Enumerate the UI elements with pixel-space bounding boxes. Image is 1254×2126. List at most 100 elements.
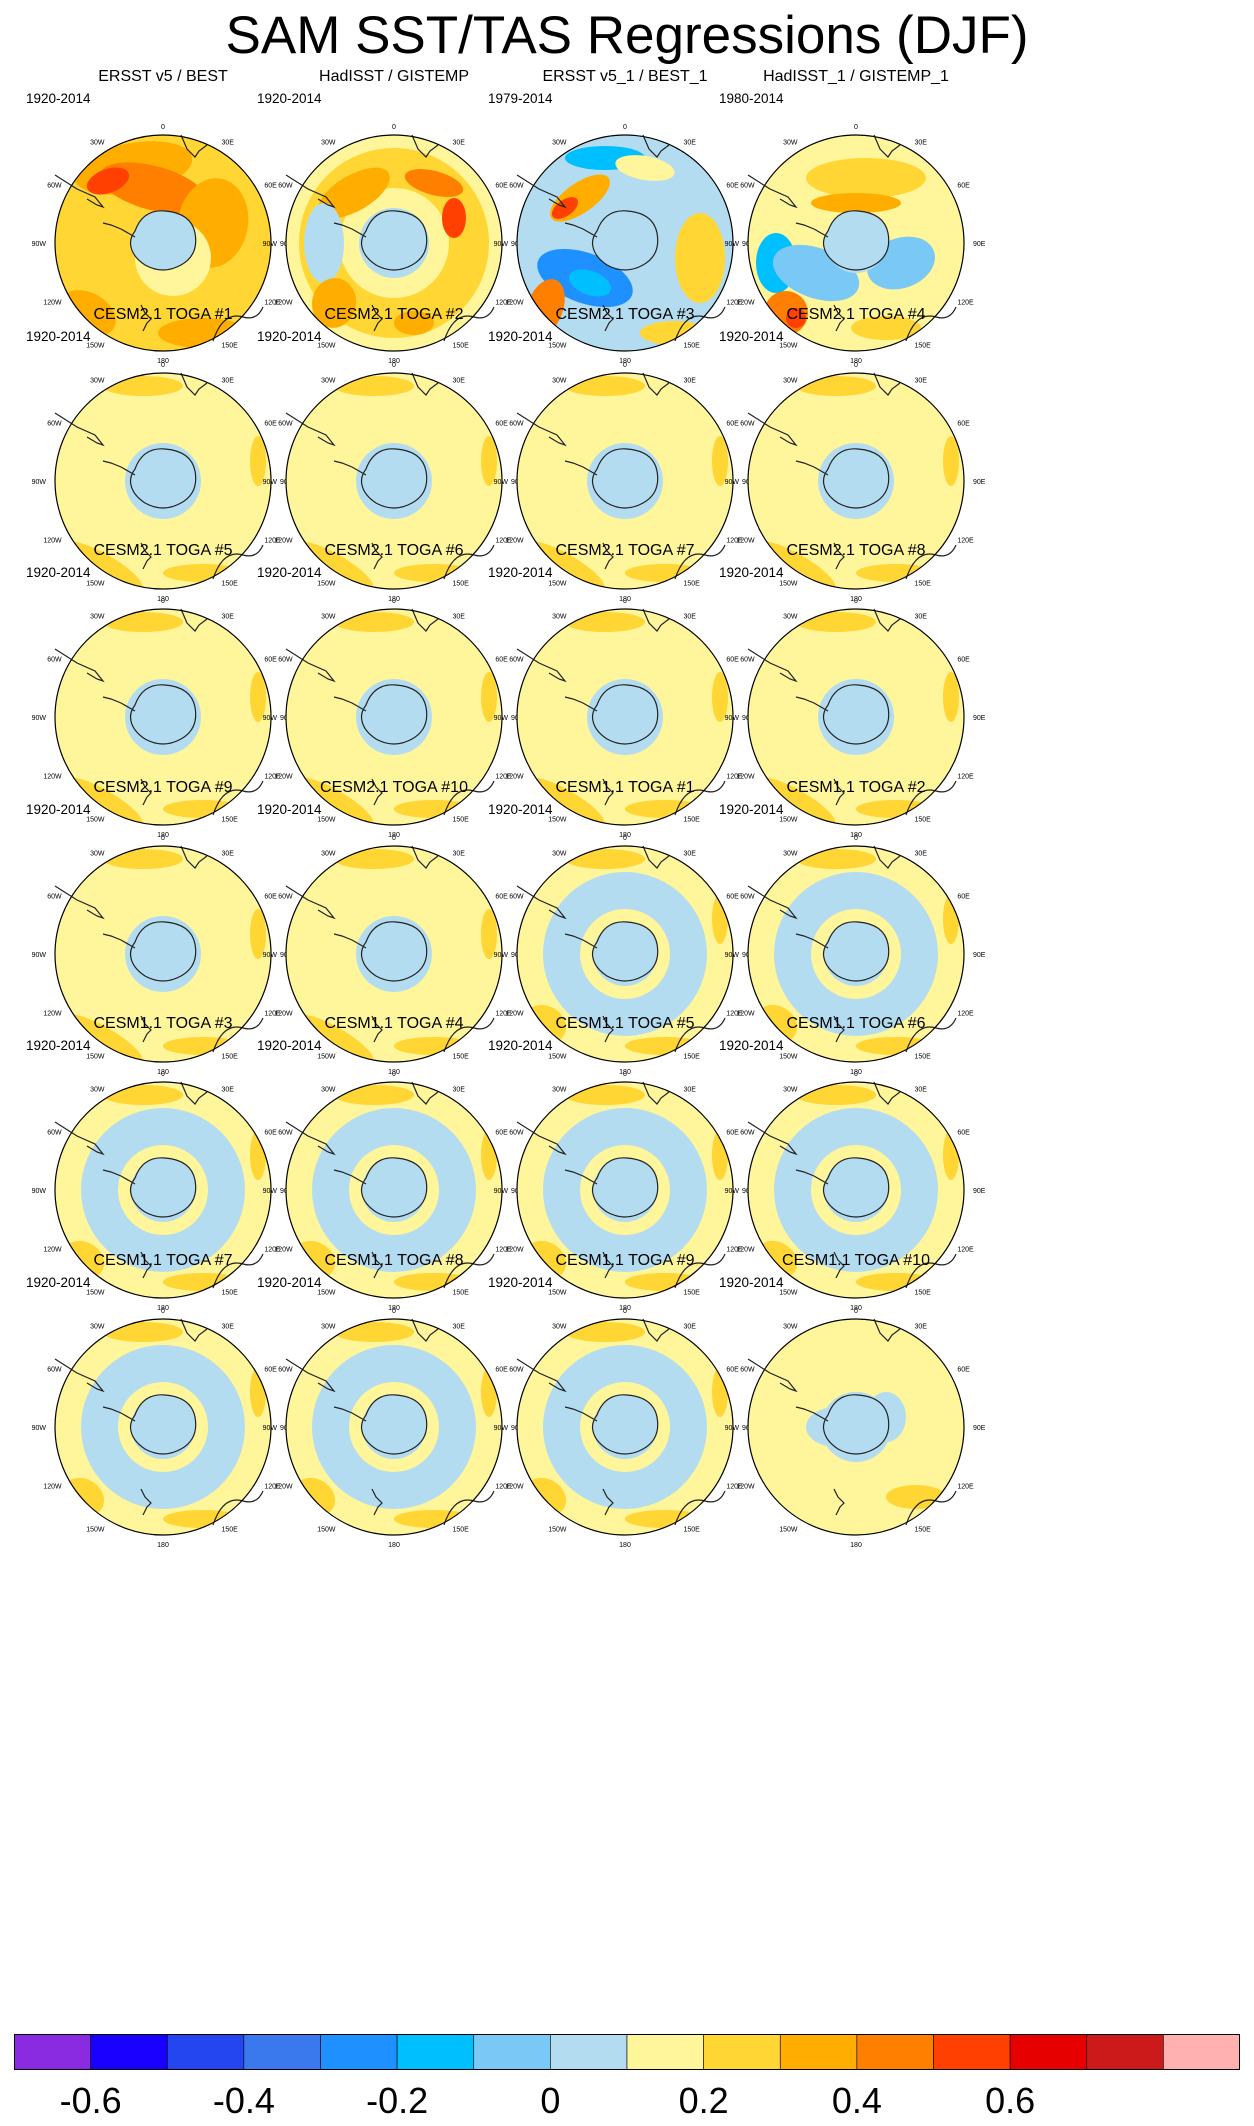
longitude-label: 150W (86, 816, 105, 823)
africa-coastline (411, 845, 439, 869)
map-boundary (747, 1081, 965, 1299)
australia-coastline (905, 1017, 957, 1053)
longitude-label: 30E (915, 378, 928, 385)
longitude-label: 120E (264, 1011, 281, 1018)
south-america-coastline (516, 1358, 567, 1393)
map-panel: CESM2.1 TOGA #61920-2014030E60E90E120E15… (239, 542, 549, 842)
longitude-label: 30E (453, 140, 466, 147)
map-panel: CESM1.1 TOGA #10 1920-2014 0 30E 60E 90E 120E 1… (701, 1252, 1011, 1552)
panel-title: CESM2.1 TOGA #2 (324, 306, 464, 323)
south-america-coastline (285, 1121, 336, 1156)
longitude-label: 30W (321, 614, 336, 621)
map-panel: CESM2.1 TOGA #31920-2014030E60E90E120E15… (470, 306, 780, 606)
longitude-label: 60W (509, 1367, 524, 1374)
new-zealand-coastline (140, 542, 152, 570)
panel-title: CESM2.1 TOGA #4 (786, 306, 926, 323)
south-america-coastline (516, 885, 567, 920)
south-america-coastline (285, 174, 336, 209)
antarctic-peninsula (564, 222, 598, 238)
longitude-label: 0 (854, 1071, 858, 1078)
longitude-label: 30E (684, 140, 697, 147)
longitude-label: 60W (740, 657, 755, 664)
south-america-coastline (516, 412, 567, 447)
longitude-label: 150W (548, 580, 567, 587)
longitude-label: 30E (684, 851, 697, 858)
longitude-label: 30W (321, 1324, 336, 1331)
colorbar-swatch (779, 2034, 858, 2070)
longitude-label: 60E (495, 421, 508, 428)
antarctica-coastline (591, 921, 659, 982)
map-boundary (285, 1318, 503, 1536)
longitude-label: 60E (957, 183, 970, 190)
australia-coastline (674, 1253, 726, 1289)
longitude-label: 90W (263, 715, 278, 722)
longitude-label: 30W (552, 1087, 567, 1094)
africa-coastline (411, 372, 439, 396)
longitude-label: 90W (32, 1188, 47, 1195)
antarctic-peninsula (102, 933, 136, 949)
longitude-label: 60E (726, 657, 739, 664)
panel-title: CESM1.1 TOGA #10 (782, 1252, 930, 1269)
longitude-label: 60E (495, 183, 508, 190)
map-panel: ERSST v5_1 / BEST_11979-2014030E60E90E12… (470, 68, 780, 368)
longitude-label: 0 (161, 362, 165, 369)
longitude-label: 120W (274, 1484, 293, 1491)
longitude-label: 90W (725, 241, 740, 248)
africa-coastline (411, 134, 439, 158)
map-panel: HadISST / GISTEMP1920-2014030E60E90E120E… (239, 68, 549, 368)
longitude-label: 150E (915, 1526, 932, 1533)
panel-title: CESM1.1 TOGA #7 (93, 1252, 233, 1269)
longitude-label: 150W (548, 816, 567, 823)
longitude-label: 60W (278, 1367, 293, 1374)
longitude-label: 0 (623, 598, 627, 605)
map-panel: CESM1.1 TOGA #51920-2014030E60E90E120E15… (470, 1015, 780, 1315)
new-zealand-coastline (371, 1015, 383, 1043)
antarctica-coastline (822, 921, 890, 982)
new-zealand-coastline (140, 1015, 152, 1043)
colorbar-swatch (90, 2034, 168, 2070)
longitude-label: 120W (505, 538, 524, 545)
panel-period: 1920-2014 (26, 802, 91, 817)
colorbar-tick-label: 0.4 (831, 2080, 882, 2121)
longitude-label: 0 (392, 1071, 396, 1078)
longitude-label: 30W (321, 851, 336, 858)
antarctica-coastline (129, 210, 197, 271)
antarctic-peninsula (333, 933, 367, 949)
africa-coastline (873, 845, 901, 869)
panel-period: 1920-2014 (26, 91, 91, 106)
antarctica-coastline (129, 1394, 197, 1455)
longitude-label: 30W (552, 140, 567, 147)
longitude-label: 150W (86, 1289, 105, 1296)
colorbar-swatch (166, 2034, 245, 2070)
panel-period: 1920-2014 (719, 1275, 784, 1290)
antarctica-coastline (591, 1157, 659, 1218)
panel-title: CESM1.1 TOGA #6 (786, 1015, 926, 1032)
longitude-label: 120W (43, 1247, 62, 1254)
panel-period: 1920-2014 (719, 329, 784, 344)
antarctica-coastline (360, 921, 428, 982)
longitude-label: 30W (321, 140, 336, 147)
longitude-label: 90E (973, 1188, 986, 1195)
australia-coastline (674, 780, 726, 816)
panel-period: 1980-2014 (719, 91, 784, 106)
new-zealand-coastline (371, 778, 383, 806)
colorbar-swatch (473, 2034, 551, 2070)
australia-coastline (443, 306, 495, 342)
longitude-label: 120E (264, 774, 281, 781)
longitude-label: 30E (222, 1324, 235, 1331)
longitude-label: 180 (388, 1069, 400, 1076)
australia-coastline (905, 306, 957, 342)
longitude-label: 120W (736, 1484, 755, 1491)
longitude-label: 120W (505, 1484, 524, 1491)
longitude-label: 60E (957, 657, 970, 664)
africa-coastline (180, 134, 208, 158)
map-boundary (747, 845, 965, 1063)
longitude-label: 120E (726, 1484, 743, 1491)
longitude-label: 0 (854, 598, 858, 605)
